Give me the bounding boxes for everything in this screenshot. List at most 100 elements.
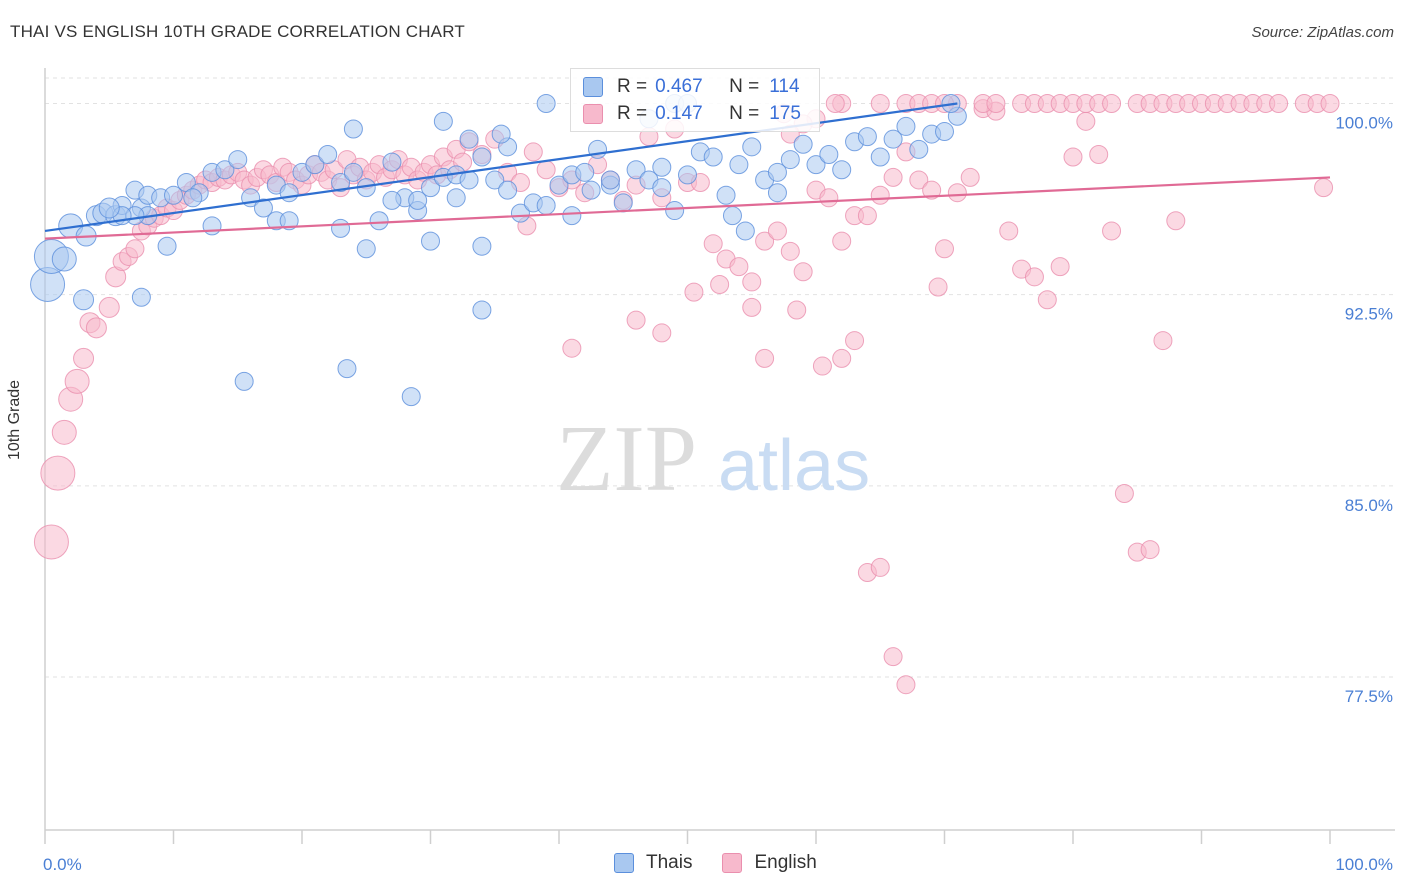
english-point bbox=[832, 231, 852, 251]
english-points bbox=[33, 93, 1340, 695]
legend-label-thais: Thais bbox=[646, 852, 693, 873]
thais-point bbox=[331, 218, 351, 238]
legend-row-thais: R = 0.467 N = 114 bbox=[583, 75, 800, 99]
thais-point bbox=[767, 162, 787, 182]
thais-point bbox=[819, 144, 839, 164]
thais-point bbox=[665, 201, 685, 221]
thais-point bbox=[408, 190, 428, 210]
thais-point bbox=[485, 170, 505, 190]
thais-point bbox=[935, 122, 954, 142]
english-point bbox=[960, 167, 980, 187]
english-point bbox=[896, 675, 916, 695]
thais-point bbox=[228, 150, 248, 170]
thais-point bbox=[491, 124, 511, 144]
english-point bbox=[51, 419, 77, 445]
thais-point bbox=[716, 185, 736, 205]
thais-point bbox=[652, 157, 672, 177]
english-point bbox=[1050, 257, 1070, 277]
legend-item-english[interactable]: English bbox=[722, 852, 817, 874]
english-point bbox=[755, 348, 775, 368]
english-point bbox=[536, 160, 556, 180]
thais-point bbox=[472, 147, 492, 167]
thais-point bbox=[722, 206, 742, 226]
thais-point bbox=[433, 111, 453, 131]
english-trend-line bbox=[44, 176, 1331, 240]
thais-point bbox=[870, 147, 890, 167]
english-point bbox=[1089, 144, 1109, 164]
thais-point bbox=[832, 160, 852, 180]
legend-item-thais[interactable]: Thais bbox=[614, 852, 692, 874]
stats-legend: R = 0.467 N = 114 R = 0.147 N = 175 bbox=[570, 68, 820, 132]
english-point bbox=[523, 142, 543, 162]
thais-point bbox=[331, 173, 351, 193]
english-point bbox=[883, 647, 903, 667]
thais-point bbox=[735, 221, 755, 241]
series-legend: Thais English bbox=[614, 852, 847, 874]
thais-point bbox=[215, 160, 235, 180]
thais-point bbox=[780, 150, 800, 170]
thais-point bbox=[613, 193, 633, 213]
thais-point bbox=[703, 147, 723, 167]
thais-point bbox=[279, 211, 299, 231]
thais-point bbox=[498, 180, 518, 200]
english-point bbox=[729, 257, 749, 277]
y-tick-labels: 77.5% 85.0% 92.5% 100.0% bbox=[1335, 113, 1393, 706]
english-point bbox=[1102, 221, 1122, 241]
english-point bbox=[935, 239, 954, 259]
thais-point bbox=[421, 178, 440, 198]
chart-title: THAI VS ENGLISH 10TH GRADE CORRELATION C… bbox=[10, 22, 465, 41]
english-point bbox=[870, 185, 890, 205]
english-point bbox=[787, 300, 807, 320]
english-point bbox=[832, 348, 852, 368]
english-point bbox=[1166, 211, 1186, 231]
english-point bbox=[73, 347, 95, 369]
english-n-value: 175 bbox=[769, 103, 801, 124]
english-point bbox=[1063, 147, 1083, 167]
thais-point bbox=[510, 203, 530, 223]
thais-point bbox=[401, 387, 421, 407]
english-point bbox=[742, 272, 762, 292]
english-point bbox=[755, 231, 775, 251]
english-point bbox=[819, 188, 839, 208]
english-point bbox=[870, 93, 890, 113]
x-tick-label-min: 0.0% bbox=[43, 855, 82, 874]
thais-point bbox=[562, 206, 582, 226]
watermark: ZIP atlas bbox=[556, 407, 870, 511]
thais-point bbox=[157, 236, 177, 256]
thais-point bbox=[253, 198, 273, 218]
thais-point bbox=[343, 119, 363, 139]
thais-point bbox=[51, 246, 77, 272]
english-point bbox=[125, 239, 145, 259]
english-point bbox=[793, 262, 813, 282]
thais-point bbox=[536, 195, 556, 215]
thais-point bbox=[549, 175, 569, 195]
thais-r-value: 0.467 bbox=[655, 76, 703, 97]
watermark-atlas: atlas bbox=[718, 426, 870, 506]
english-point bbox=[870, 557, 890, 577]
english-swatch bbox=[583, 104, 603, 124]
legend-label-english: English bbox=[754, 852, 817, 873]
thais-point bbox=[202, 216, 222, 236]
thais-point bbox=[382, 190, 402, 210]
thais-point bbox=[369, 211, 389, 231]
y-tick-label: 77.5% bbox=[1345, 687, 1393, 706]
english-point bbox=[703, 234, 723, 254]
thais-point bbox=[678, 165, 697, 185]
thais-point bbox=[421, 231, 440, 251]
thais-point bbox=[742, 137, 762, 157]
y-tick-label: 100.0% bbox=[1335, 113, 1393, 132]
thais-r-label: R = bbox=[617, 76, 648, 97]
thais-point bbox=[459, 129, 479, 149]
english-point bbox=[710, 274, 730, 294]
thais-point bbox=[279, 183, 299, 203]
thais-point bbox=[131, 287, 151, 307]
thais-point bbox=[536, 93, 556, 113]
english-point bbox=[1102, 93, 1122, 113]
thais-point bbox=[305, 155, 325, 175]
english-point bbox=[780, 241, 800, 261]
thais-point bbox=[234, 371, 254, 391]
thais-point bbox=[896, 116, 916, 136]
thais-swatch bbox=[583, 77, 603, 97]
english-point bbox=[928, 277, 948, 297]
english-point bbox=[1140, 540, 1160, 560]
